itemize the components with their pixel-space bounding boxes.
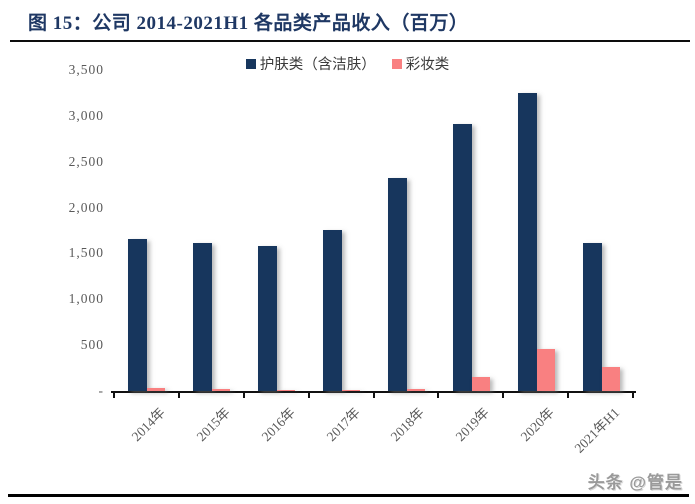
legend-item-skincare: 护肤类（含洁肤） [245, 53, 376, 74]
legend-label-makeup: 彩妆类 [405, 57, 450, 73]
y-axis-tick-label: 2,500 [68, 153, 104, 169]
x-axis-tick-label-text: 2020年 [517, 404, 558, 445]
y-axis-tick-label: 500 [80, 337, 104, 353]
skincare-bar [323, 229, 343, 391]
legend-label-skincare: 护肤类（含洁肤） [259, 57, 376, 73]
x-axis-tick-label-text: 2019年 [453, 404, 493, 445]
skincare-bar [387, 178, 407, 391]
x-axis-tick-label-text: 2021年H1 [571, 404, 622, 456]
skincare-bar [452, 124, 472, 391]
y-axis-tick-label: - [98, 383, 104, 398]
x-axis-tick-label-text: 2016年 [258, 404, 298, 445]
makeup-bar [342, 389, 361, 391]
figure-title: 图 15：公司 2014-2021H1 各品类产品收入（百万） [28, 13, 469, 34]
makeup-bar [277, 389, 296, 391]
x-axis-tick-label-text: 2014年 [128, 404, 168, 445]
skincare-bar [193, 243, 213, 391]
x-axis-tick-label-text: 2017年 [323, 404, 363, 445]
makeup-bar [147, 387, 166, 391]
y-axis-tick-label: 2,000 [68, 199, 104, 215]
legend-item-makeup: 彩妆类 [391, 53, 450, 74]
makeup-bar [212, 389, 231, 391]
bottom-border-line [8, 494, 689, 497]
x-axis-tick [242, 392, 245, 398]
y-axis-tick-label: 3,500 [68, 62, 104, 77]
y-axis-tick-label: 1,000 [68, 291, 104, 307]
x-axis-tick [502, 392, 505, 398]
x-axis-tick [113, 392, 115, 398]
toutiao-watermark: 头条 @管是 [587, 473, 683, 492]
makeup-bar [601, 367, 620, 391]
x-axis-tick [437, 392, 440, 398]
skincare-bar [128, 238, 148, 391]
skincare-bar [517, 92, 537, 391]
title-separator-line [10, 40, 690, 43]
x-axis-tick-label-text: 2015年 [193, 404, 233, 445]
x-axis-tick [372, 392, 375, 398]
skincare-legend-swatch [245, 58, 256, 69]
makeup-bar [536, 348, 555, 391]
x-axis-tick [307, 392, 310, 398]
x-axis-tick [567, 392, 570, 398]
x-axis-tick [177, 392, 180, 398]
y-axis-tick-label: 3,000 [68, 107, 104, 123]
x-axis-tick-label-text: 2018年 [388, 404, 428, 445]
makeup-bar [471, 377, 490, 391]
skincare-bar [258, 246, 278, 391]
y-axis-tick-label: 1,500 [68, 245, 104, 261]
x-axis-tick [632, 392, 634, 398]
skincare-bar [582, 243, 602, 391]
chart-legend: 护肤类（含洁肤） 彩妆类 [0, 53, 695, 74]
makeup-bar [406, 389, 425, 391]
makeup-legend-swatch [391, 58, 402, 69]
